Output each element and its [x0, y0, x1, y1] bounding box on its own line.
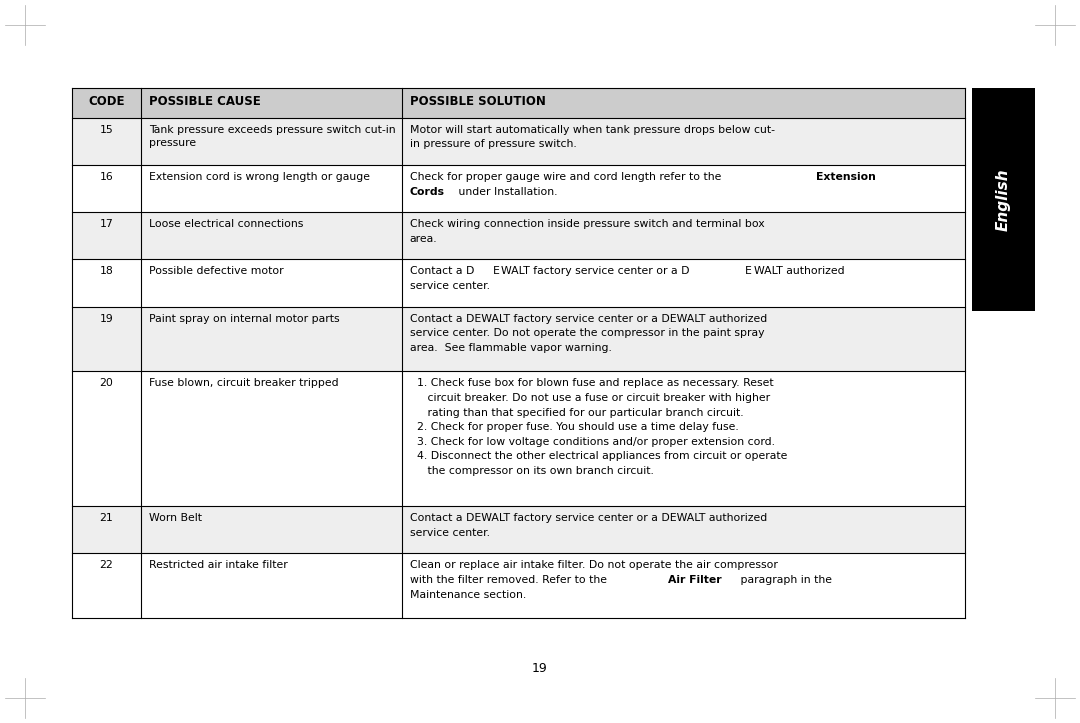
Text: 16: 16	[99, 172, 113, 182]
Text: paragraph in the: paragraph in the	[738, 575, 833, 585]
Text: Maintenance section.: Maintenance section.	[409, 589, 526, 599]
Text: under Installation.: under Installation.	[455, 187, 557, 197]
Text: with the filter removed. Refer to the: with the filter removed. Refer to the	[409, 575, 610, 585]
Bar	[72, 118, 966, 165]
Text: CODE: CODE	[89, 95, 125, 108]
Text: 3. Check for low voltage conditions and/or proper extension cord.: 3. Check for low voltage conditions and/…	[409, 437, 774, 447]
Text: 21: 21	[99, 513, 113, 523]
Bar	[72, 212, 966, 260]
Text: Loose electrical connections: Loose electrical connections	[149, 219, 303, 229]
Text: WALT factory service center or a D: WALT factory service center or a D	[501, 266, 690, 276]
Text: Possible defective motor: Possible defective motor	[149, 266, 284, 276]
Text: rating than that specified for our particular branch circuit.: rating than that specified for our parti…	[409, 408, 743, 418]
Text: 1. Check fuse box for blown fuse and replace as necessary. Reset: 1. Check fuse box for blown fuse and rep…	[409, 378, 773, 388]
Text: Paint spray on internal motor parts: Paint spray on internal motor parts	[149, 314, 340, 324]
Text: English: English	[996, 168, 1011, 231]
Bar	[972, 88, 1035, 311]
Text: circuit breaker. Do not use a fuse or circuit breaker with higher: circuit breaker. Do not use a fuse or ci…	[409, 393, 770, 403]
Text: Air Filter: Air Filter	[669, 575, 721, 585]
Text: Worn Belt: Worn Belt	[149, 513, 202, 523]
Text: Check wiring connection inside pressure switch and terminal box: Check wiring connection inside pressure …	[409, 219, 765, 229]
Bar	[72, 165, 966, 212]
Bar	[72, 506, 966, 553]
Text: 2. Check for proper fuse. You should use a time delay fuse.: 2. Check for proper fuse. You should use…	[409, 422, 739, 432]
Text: 19: 19	[532, 662, 548, 675]
Text: E: E	[745, 266, 752, 276]
Text: 22: 22	[99, 560, 113, 570]
Text: Fuse blown, circuit breaker tripped: Fuse blown, circuit breaker tripped	[149, 378, 339, 388]
Text: area.: area.	[409, 234, 437, 244]
Text: area.  See flammable vapor warning.: area. See flammable vapor warning.	[409, 343, 611, 353]
Text: service center. Do not operate the compressor in the paint spray: service center. Do not operate the compr…	[409, 328, 764, 338]
Text: Restricted air intake filter: Restricted air intake filter	[149, 560, 288, 570]
Text: WALT authorized: WALT authorized	[754, 266, 845, 276]
Text: 18: 18	[99, 266, 113, 276]
Bar	[72, 88, 966, 118]
Text: in pressure of pressure switch.: in pressure of pressure switch.	[409, 140, 577, 150]
Text: service center.: service center.	[409, 528, 489, 538]
Text: Motor will start automatically when tank pressure drops below cut-: Motor will start automatically when tank…	[409, 125, 774, 134]
Text: Contact a DEWALT factory service center or a DEWALT authorized: Contact a DEWALT factory service center …	[409, 314, 767, 324]
Text: 19: 19	[99, 314, 113, 324]
Text: Extension cord is wrong length or gauge: Extension cord is wrong length or gauge	[149, 172, 370, 182]
Bar	[72, 553, 966, 618]
Text: Extension: Extension	[815, 172, 876, 182]
Text: 4. Disconnect the other electrical appliances from circuit or operate: 4. Disconnect the other electrical appli…	[409, 451, 787, 461]
Text: Tank pressure exceeds pressure switch cut-in
pressure: Tank pressure exceeds pressure switch cu…	[149, 125, 395, 147]
Bar	[72, 307, 966, 372]
Bar	[72, 372, 966, 506]
Text: service center.: service center.	[409, 281, 489, 291]
Text: POSSIBLE SOLUTION: POSSIBLE SOLUTION	[409, 95, 545, 108]
Text: 20: 20	[99, 378, 113, 388]
Text: 17: 17	[99, 219, 113, 229]
Text: Contact a D: Contact a D	[409, 266, 474, 276]
Text: the compressor on its own branch circuit.: the compressor on its own branch circuit…	[409, 466, 653, 476]
Text: Contact a DEWALT factory service center or a DEWALT authorized: Contact a DEWALT factory service center …	[409, 513, 767, 523]
Text: Cords: Cords	[409, 187, 445, 197]
Text: E: E	[492, 266, 499, 276]
Text: POSSIBLE CAUSE: POSSIBLE CAUSE	[149, 95, 261, 108]
Text: 15: 15	[99, 125, 113, 134]
Text: Clean or replace air intake filter. Do not operate the air compressor: Clean or replace air intake filter. Do n…	[409, 560, 778, 570]
Bar	[72, 260, 966, 307]
Text: Check for proper gauge wire and cord length refer to the: Check for proper gauge wire and cord len…	[409, 172, 725, 182]
